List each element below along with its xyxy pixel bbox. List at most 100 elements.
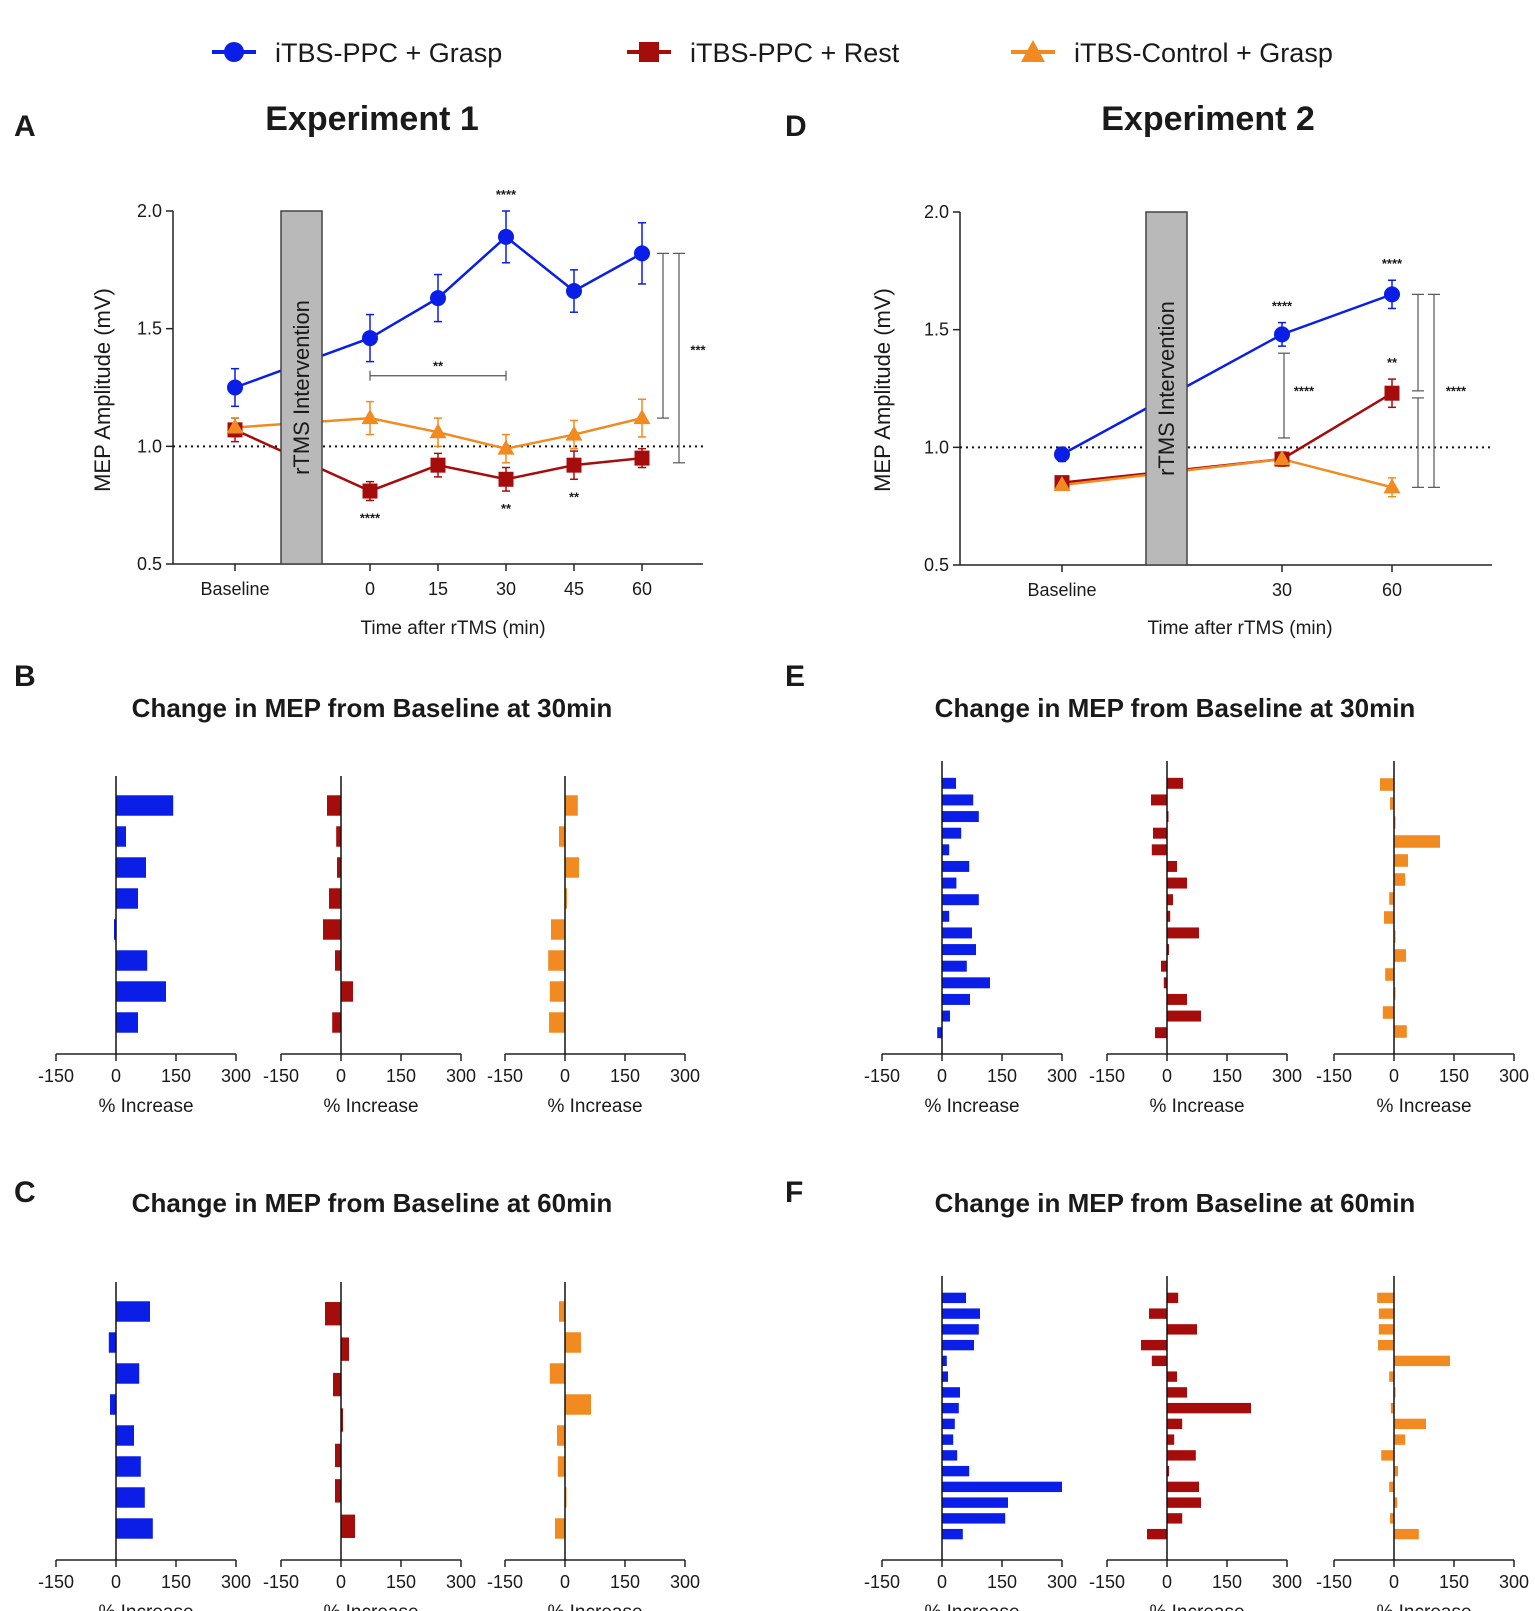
legend-item-grasp: iTBS-PPC + Grasp — [212, 38, 502, 68]
x-tick-label: 150 — [1212, 1572, 1242, 1592]
bar-control — [565, 795, 578, 816]
bar-rest — [335, 950, 341, 971]
bar-grasp — [942, 1355, 947, 1367]
panel-letter-b: B — [14, 660, 36, 693]
point-control-0 — [361, 409, 379, 425]
panel-letter-e: E — [785, 660, 805, 693]
series-line-control — [234, 416, 643, 450]
bar-control — [1378, 1308, 1394, 1319]
bar-rest — [1153, 827, 1167, 839]
x-tick-label: 0 — [560, 1066, 570, 1086]
bar-rest — [1167, 1481, 1199, 1493]
series-line-rest — [234, 428, 643, 493]
bar-grasp — [942, 1497, 1008, 1508]
bar-rest — [1167, 860, 1177, 872]
bar-control — [565, 1394, 591, 1415]
bar-grasp — [942, 894, 979, 906]
legend-label-grasp: iTBS-PPC + Grasp — [275, 38, 502, 68]
bar-rest — [1167, 777, 1183, 789]
bar-control — [1394, 854, 1408, 867]
bar-grasp — [942, 794, 974, 806]
bar-grasp — [116, 795, 174, 816]
significance-star: **** — [1446, 384, 1467, 399]
x-tick-label: 300 — [1047, 1066, 1077, 1086]
x-tick-label: -150 — [487, 1572, 523, 1592]
bar-rest — [1147, 1528, 1167, 1540]
x-tick-label: 150 — [1439, 1066, 1469, 1086]
x-axis-label: % Increase — [323, 1602, 418, 1611]
x-tick-label: 30 — [1272, 580, 1292, 600]
bar-grasp — [942, 910, 950, 922]
bar-grasp — [116, 1518, 153, 1539]
x-tick-label: 0 — [937, 1066, 947, 1086]
x-tick-label: 150 — [1439, 1572, 1469, 1592]
x-tick-label: 0 — [336, 1066, 346, 1086]
significance-star: ** — [501, 501, 512, 516]
bar-grasp — [116, 1363, 140, 1384]
point-rest-15 — [430, 457, 446, 473]
bar-rest — [1141, 1339, 1167, 1351]
x-tick-label: Baseline — [200, 579, 269, 599]
x-tick-label: -150 — [487, 1066, 523, 1086]
point-grasp-Baseline — [227, 379, 243, 396]
bar-rest — [325, 1302, 341, 1326]
significance-star: **** — [1294, 384, 1315, 399]
x-axis-label: % Increase — [98, 1602, 193, 1611]
x-tick-label: -150 — [263, 1572, 299, 1592]
point-rest-30 — [498, 471, 514, 487]
bar-grasp — [942, 1450, 958, 1461]
bar-rest — [1161, 960, 1167, 972]
series-line-grasp — [1061, 293, 1393, 456]
bar-control — [1389, 1481, 1394, 1493]
y-tick-label: 1.0 — [137, 436, 162, 456]
bar-rest — [1151, 844, 1167, 856]
x-tick-label: 0 — [336, 1572, 346, 1592]
bar-control — [1378, 1324, 1394, 1335]
rtms-intervention-label: rTMS Intervention — [289, 300, 314, 475]
bar-grasp — [937, 1027, 942, 1039]
point-control-45 — [565, 425, 583, 441]
bar-rest — [337, 857, 341, 878]
bar-rest — [1167, 894, 1173, 906]
x-tick-label: 0 — [1389, 1572, 1399, 1592]
panel-e-title: Change in MEP from Baseline at 30min — [935, 693, 1416, 723]
bar-control — [1394, 1497, 1398, 1508]
bar-grasp — [942, 811, 979, 823]
bar-control — [1390, 1402, 1394, 1414]
bar-grasp — [116, 1012, 138, 1033]
bar-grasp — [942, 960, 967, 972]
x-tick-label: 300 — [670, 1066, 700, 1086]
legend-marker-grasp — [224, 42, 244, 62]
legend-item-control: iTBS-Control + Grasp — [1011, 38, 1333, 68]
bar-control — [1390, 1513, 1394, 1524]
bar-grasp — [110, 1394, 116, 1415]
bar-control — [1394, 1418, 1426, 1430]
bar-rest — [1167, 1418, 1183, 1430]
bar-rest — [327, 795, 341, 816]
x-tick-label: 150 — [161, 1572, 191, 1592]
bar-grasp — [942, 1371, 948, 1382]
bar-grasp — [942, 977, 990, 989]
bar-control — [1381, 1450, 1394, 1461]
bar-rest — [341, 1514, 355, 1538]
bar-rest — [1149, 1308, 1167, 1319]
point-control-Baseline — [226, 418, 244, 434]
bar-panel-b: -150 0 150 300 % Increase -150 0 150 300 % Increa… — [38, 776, 700, 1117]
x-tick-label: 30 — [496, 579, 516, 599]
x-tick-label: -150 — [263, 1066, 299, 1086]
point-grasp-30 — [1274, 326, 1290, 343]
bar-grasp — [942, 993, 970, 1005]
x-tick-label: 300 — [221, 1572, 251, 1592]
point-grasp-Baseline — [1054, 446, 1070, 463]
rtms-intervention-label: rTMS Intervention — [1154, 301, 1179, 476]
x-tick-label: -150 — [864, 1572, 900, 1592]
x-tick-label: 300 — [446, 1572, 476, 1592]
bar-control — [1394, 1528, 1419, 1540]
y-tick-label: 0.5 — [924, 555, 949, 575]
significance-star: **** — [1272, 299, 1293, 314]
significance-star: **** — [496, 187, 517, 202]
point-control-15 — [429, 423, 447, 439]
x-tick-label: 15 — [428, 579, 448, 599]
point-grasp-60 — [634, 245, 650, 262]
bar-grasp — [116, 1487, 145, 1508]
